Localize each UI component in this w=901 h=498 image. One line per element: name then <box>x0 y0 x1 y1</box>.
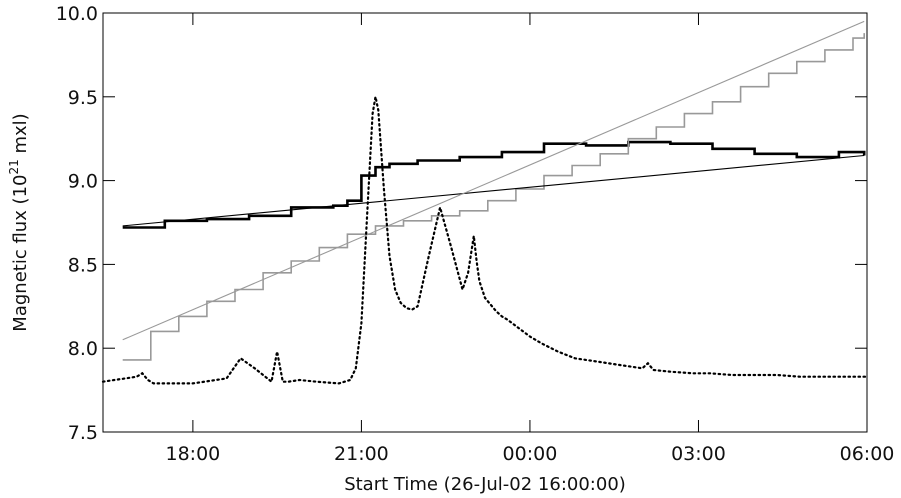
black-trend-line <box>122 154 865 227</box>
y-tick-label: 8.5 <box>68 254 98 276</box>
y-tick-label: 9.5 <box>68 87 98 109</box>
dotted-series <box>101 96 869 385</box>
y-tick-label: 10.0 <box>56 3 98 25</box>
x-tick-label: 06:00 <box>840 443 895 465</box>
x-axis-title: Start Time (26-Jul-02 16:00:00) <box>344 474 626 495</box>
black-step-series <box>122 140 866 229</box>
gray-trend-line <box>122 20 865 341</box>
y-tick-label: 8.0 <box>68 338 98 360</box>
y-tick-label: 7.5 <box>68 422 98 444</box>
y-axis-title-suffix: mxl) <box>10 113 31 159</box>
plot-frame <box>102 12 868 433</box>
y-tick-label: 9.0 <box>68 171 98 193</box>
tick-layer: 18:00 21:00 00:00 03:00 06:00 7.5 8.0 8.5 9.0 9.5… <box>56 3 895 465</box>
x-tick-label: 18:00 <box>165 443 220 465</box>
x-tick-label: 00:00 <box>503 443 558 465</box>
y-axis-title: Magnetic flux (1021 mxl) <box>7 113 31 331</box>
y-axis-title-prefix: Magnetic flux (10 <box>10 175 31 332</box>
y-axis-title-exponent: 21 <box>7 159 21 174</box>
series-layer <box>101 20 869 385</box>
x-tick-label: 03:00 <box>671 443 726 465</box>
gray-step-series <box>122 33 865 361</box>
x-tick-label: 21:00 <box>334 443 389 465</box>
